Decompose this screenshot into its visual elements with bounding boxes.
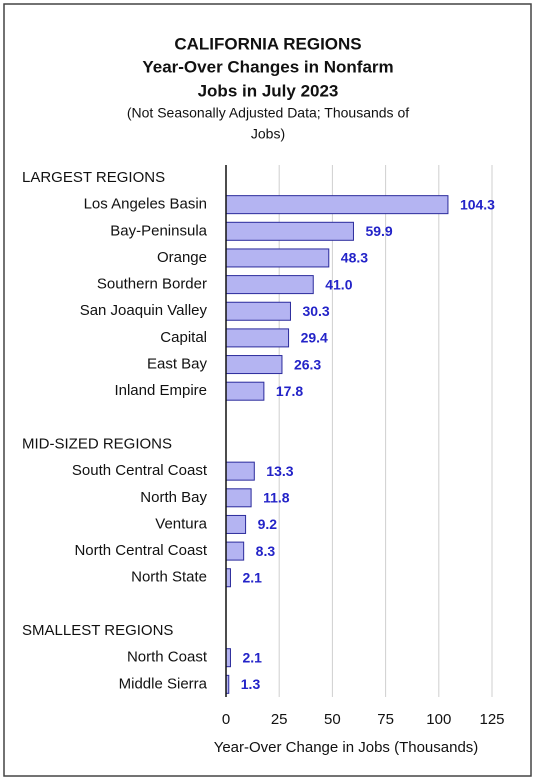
value-label: 1.3	[241, 676, 261, 692]
bar	[225, 195, 449, 215]
value-label: 17.8	[276, 383, 303, 399]
bar	[225, 461, 255, 481]
y-tick-label: Orange	[157, 249, 207, 266]
x-tick-label: 125	[479, 711, 504, 728]
value-label: 41.0	[325, 276, 352, 292]
y-tick-label: East Bay	[147, 356, 208, 373]
y-tick-label: North Bay	[140, 489, 207, 506]
y-tick-label: San Joaquin Valley	[80, 302, 208, 319]
bar	[225, 541, 245, 561]
y-tick-label: Bay-Peninsula	[110, 222, 207, 239]
value-label: 26.3	[294, 356, 321, 372]
x-tick-label: 25	[271, 711, 288, 728]
x-tick-label: 0	[222, 711, 230, 728]
y-tick-label: North Coast	[127, 649, 208, 666]
y-tick-label: Middle Sierra	[119, 675, 208, 692]
bar	[225, 221, 354, 241]
y-tick-label: Los Angeles Basin	[84, 196, 207, 213]
value-label: 30.3	[302, 303, 329, 319]
chart-title: CALIFORNIA REGIONS	[174, 34, 361, 53]
x-axis-label: Year-Over Change in Jobs (Thousands)	[214, 739, 479, 756]
value-label: 59.9	[365, 223, 392, 239]
value-label: 13.3	[266, 463, 293, 479]
bar	[225, 488, 252, 508]
y-tick-label: North State	[131, 569, 207, 586]
value-label: 9.2	[258, 516, 278, 532]
value-label: 2.1	[242, 569, 262, 585]
value-label: 2.1	[242, 649, 262, 665]
value-label: 48.3	[341, 250, 368, 266]
group-label: MID-SIZED REGIONS	[22, 435, 172, 452]
bar	[225, 248, 330, 268]
bar	[225, 301, 291, 321]
bar	[225, 381, 265, 401]
value-label: 104.3	[460, 196, 495, 212]
bar	[225, 328, 290, 348]
value-label: 8.3	[256, 543, 276, 559]
subtitle: (Not Seasonally Adjusted Data; Thousands…	[127, 105, 409, 121]
x-tick-label: 75	[377, 711, 394, 728]
value-label: 11.8	[263, 490, 290, 506]
y-tick-label: South Central Coast	[72, 462, 208, 479]
x-tick-label: 100	[426, 711, 451, 728]
bar	[225, 355, 283, 375]
x-tick-label: 50	[324, 711, 341, 728]
y-tick-label: Inland Empire	[114, 382, 207, 399]
frame	[3, 3, 532, 777]
bar	[225, 275, 314, 295]
group-label: LARGEST REGIONS	[22, 169, 165, 186]
subtitle: Jobs)	[251, 126, 285, 142]
y-tick-label: Ventura	[155, 515, 207, 532]
value-label: 29.4	[301, 330, 328, 346]
chart-title: Year-Over Changes in Nonfarm	[142, 57, 393, 76]
bar	[225, 514, 247, 534]
y-tick-label: North Central Coast	[74, 542, 207, 559]
chart-title: Jobs in July 2023	[198, 81, 339, 100]
y-tick-label: Southern Border	[97, 276, 207, 293]
y-tick-label: Capital	[160, 329, 207, 346]
group-label: SMALLEST REGIONS	[22, 622, 173, 639]
